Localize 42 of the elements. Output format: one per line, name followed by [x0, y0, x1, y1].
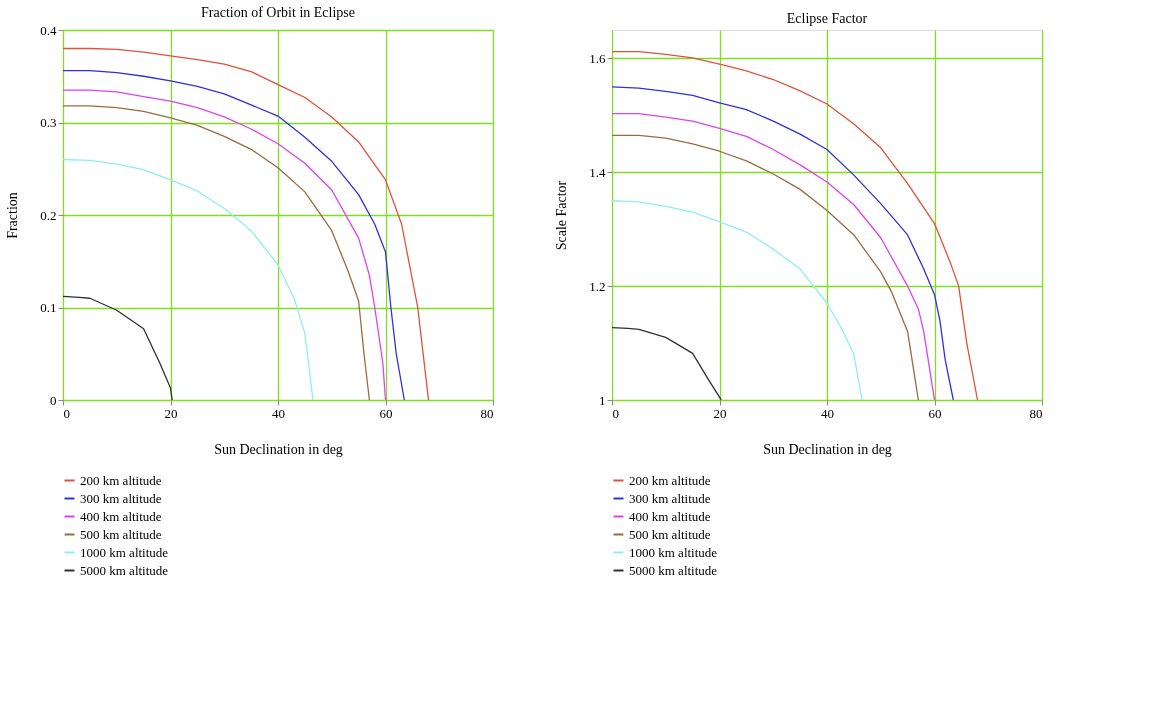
y-tick-label: 1.6 [589, 50, 606, 66]
line-series [62, 158, 314, 401]
y-tick-label: 1.4 [589, 164, 606, 180]
legend-label: 5000 km altitude [80, 562, 169, 578]
legend-label: 400 km altitude [80, 508, 162, 524]
legend-label: 1000 km altitude [629, 544, 718, 560]
line-series [611, 200, 863, 401]
y-tick-label: 0 [50, 392, 57, 408]
legend-label: 500 km altitude [80, 526, 162, 542]
y-axis-title: Scale Factor [554, 180, 570, 251]
line-series [62, 295, 173, 401]
x-tick-label: 80 [1029, 405, 1043, 421]
x-tick-label: 20 [164, 405, 178, 421]
x-tick-label: 60 [379, 405, 393, 421]
x-tick-label: 20 [713, 405, 727, 421]
legend-label: 500 km altitude [629, 526, 711, 542]
x-tick-label: 80 [480, 405, 494, 421]
line-series [611, 327, 722, 401]
y-axis-title: Fraction [5, 192, 21, 239]
y-tick-label: 0.2 [40, 207, 57, 223]
x-tick-label: 40 [821, 405, 834, 421]
legend-label: 300 km altitude [80, 490, 162, 506]
chart-title: Fraction of Orbit in Eclipse [201, 5, 355, 20]
y-tick-label: 0.4 [40, 22, 57, 38]
line-series [611, 50, 979, 401]
x-tick-label: 60 [928, 405, 942, 421]
legend-label: 200 km altitude [80, 472, 162, 488]
x-tick-label: 0 [612, 405, 619, 421]
x-axis-title: Sun Declination in deg [763, 441, 892, 457]
legend-label: 200 km altitude [629, 472, 711, 488]
y-tick-label: 1.2 [589, 278, 606, 294]
legend-label: 5000 km altitude [629, 562, 718, 578]
chart-title: Eclipse Factor [786, 11, 868, 26]
x-tick-label: 0 [63, 405, 70, 421]
x-tick-label: 40 [272, 405, 285, 421]
legend-label: 1000 km altitude [80, 544, 169, 560]
y-tick-label: 0.1 [40, 300, 57, 315]
y-tick-label: 1 [599, 392, 606, 408]
x-axis-title: Sun Declination in deg [214, 441, 343, 457]
legend-label: 400 km altitude [629, 508, 711, 524]
y-tick-label: 0.3 [40, 115, 57, 130]
legend-label: 300 km altitude [629, 490, 711, 506]
